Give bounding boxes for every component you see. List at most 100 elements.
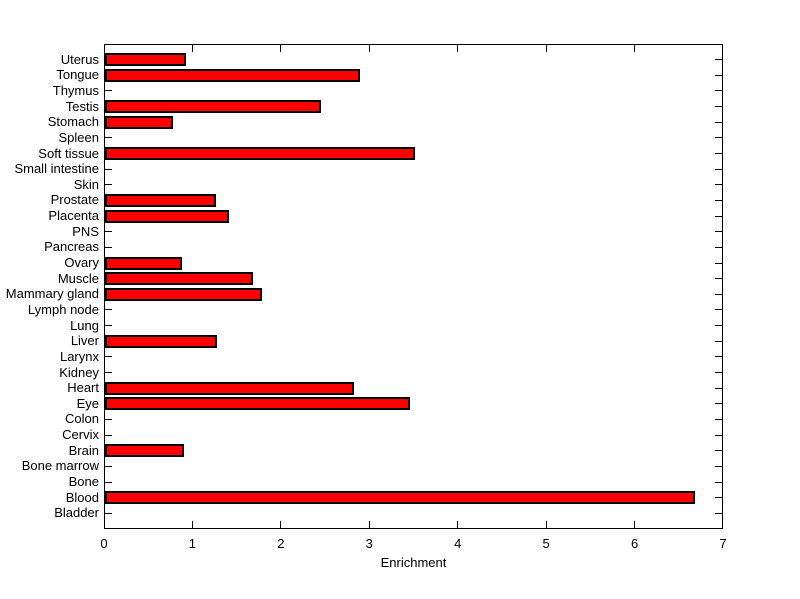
category-label-cervix: Cervix xyxy=(62,427,99,443)
category-label-lymph-node: Lymph node xyxy=(27,301,99,317)
category-label-pns: PNS xyxy=(72,223,99,239)
bar-liver xyxy=(105,334,218,348)
y-tick-right xyxy=(715,215,722,217)
x-tick-bottom xyxy=(545,521,547,528)
y-tick-right xyxy=(715,90,722,92)
y-tick-right xyxy=(715,481,722,483)
y-tick-right xyxy=(715,293,722,295)
y-tick-right xyxy=(715,231,722,233)
x-tick-label-6: 6 xyxy=(630,536,639,551)
x-tick-top xyxy=(368,45,370,52)
y-tick-right xyxy=(715,262,722,264)
y-tick-right xyxy=(715,418,722,420)
y-tick-right xyxy=(715,121,722,123)
category-label-pancreas: Pancreas xyxy=(44,239,99,255)
category-label-small-intestine: Small intestine xyxy=(14,161,99,177)
x-tick-label-4: 4 xyxy=(454,536,462,551)
y-tick-right xyxy=(715,137,722,139)
category-label-bone: Bone xyxy=(68,474,99,490)
category-label-spleen: Spleen xyxy=(58,129,99,145)
category-label-bladder: Bladder xyxy=(54,505,99,521)
y-tick-right xyxy=(715,106,722,108)
x-tick-bottom xyxy=(280,521,282,528)
y-tick-right xyxy=(715,372,722,374)
x-tick-top xyxy=(280,45,282,52)
y-tick-right xyxy=(715,184,722,186)
category-label-mammary-gland: Mammary gland xyxy=(5,286,99,302)
category-label-heart: Heart xyxy=(67,380,99,396)
plot-area xyxy=(104,44,723,529)
bar-soft-tissue xyxy=(105,147,415,161)
y-tick-left xyxy=(105,137,112,139)
x-tick-bottom xyxy=(368,521,370,528)
y-tick-left xyxy=(105,481,112,483)
x-tick-top xyxy=(191,45,193,52)
x-axis-label: Enrichment xyxy=(380,555,447,570)
category-label-ovary: Ovary xyxy=(64,255,99,271)
category-label-brain: Brain xyxy=(68,442,99,458)
category-label-skin: Skin xyxy=(73,176,99,192)
y-tick-left xyxy=(105,372,112,374)
y-tick-right xyxy=(715,309,722,311)
y-tick-left xyxy=(105,512,112,514)
y-tick-right xyxy=(715,278,722,280)
x-tick-label-1: 1 xyxy=(188,536,197,551)
y-tick-right xyxy=(715,74,722,76)
y-tick-right xyxy=(715,59,722,61)
y-tick-left xyxy=(105,231,112,233)
x-tick-bottom xyxy=(634,521,636,528)
category-label-larynx: Larynx xyxy=(59,348,99,364)
y-tick-left xyxy=(105,434,112,436)
y-tick-left xyxy=(105,418,112,420)
bar-mammary-gland xyxy=(105,287,263,301)
x-tick-top xyxy=(634,45,636,52)
y-tick-right xyxy=(715,497,722,499)
x-tick-top xyxy=(457,45,459,52)
category-label-stomach: Stomach xyxy=(47,114,99,130)
x-tick-bottom xyxy=(191,521,193,528)
bar-tongue xyxy=(105,68,360,82)
category-label-thymus: Thymus xyxy=(52,82,99,98)
y-tick-left xyxy=(105,356,112,358)
y-tick-right xyxy=(715,168,722,170)
y-tick-right xyxy=(715,153,722,155)
category-label-testis: Testis xyxy=(65,98,99,114)
x-tick-label-2: 2 xyxy=(277,536,285,551)
bar-brain xyxy=(105,444,184,458)
x-tick-label-5: 5 xyxy=(542,536,550,551)
y-tick-right xyxy=(715,450,722,452)
y-tick-left xyxy=(105,325,112,327)
y-tick-right xyxy=(715,340,722,342)
category-label-prostate: Prostate xyxy=(50,192,99,208)
category-label-lung: Lung xyxy=(70,317,99,333)
bar-prostate xyxy=(105,193,216,207)
bar-placenta xyxy=(105,209,229,223)
bar-stomach xyxy=(105,115,174,129)
y-tick-left xyxy=(105,246,112,248)
y-tick-right xyxy=(715,356,722,358)
y-tick-right xyxy=(715,403,722,405)
bar-testis xyxy=(105,100,321,114)
x-tick-top xyxy=(545,45,547,52)
y-tick-left xyxy=(105,184,112,186)
y-tick-left xyxy=(105,309,112,311)
x-tick-label-7: 7 xyxy=(719,536,727,551)
bar-uterus xyxy=(105,53,187,67)
bar-eye xyxy=(105,397,411,411)
bar-muscle xyxy=(105,272,253,286)
y-tick-right xyxy=(715,387,722,389)
y-tick-left xyxy=(105,168,112,170)
x-tick-label-0: 0 xyxy=(100,536,108,551)
y-tick-right xyxy=(715,465,722,467)
category-label-soft-tissue: Soft tissue xyxy=(38,145,99,161)
category-label-kidney: Kidney xyxy=(59,364,99,380)
y-tick-right xyxy=(715,246,722,248)
category-label-liver: Liver xyxy=(70,333,99,349)
category-label-placenta: Placenta xyxy=(48,208,99,224)
category-label-eye: Eye xyxy=(76,395,99,411)
x-tick-bottom xyxy=(457,521,459,528)
y-tick-right xyxy=(715,325,722,327)
bar-ovary xyxy=(105,256,182,270)
y-tick-left xyxy=(105,90,112,92)
bar-blood xyxy=(105,491,695,505)
